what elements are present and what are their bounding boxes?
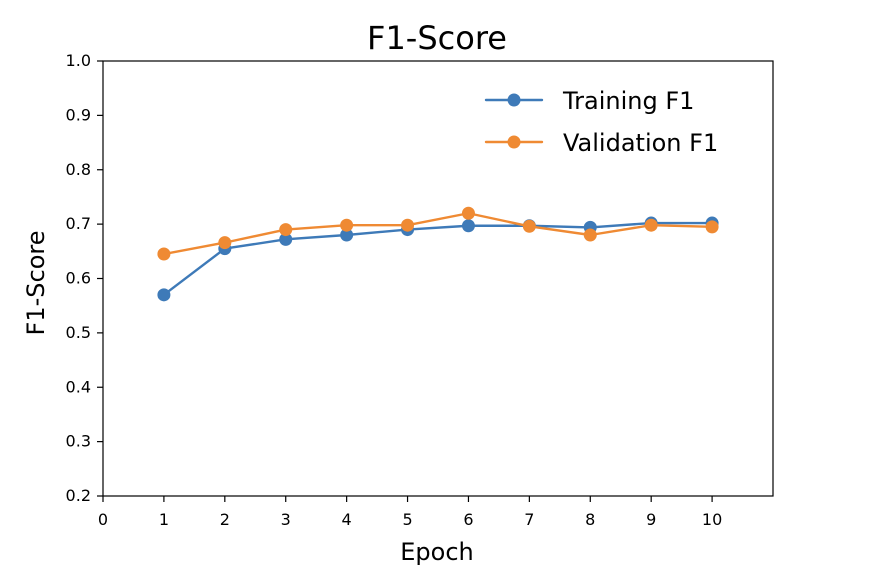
- validation-f1-point: [522, 219, 536, 233]
- x-tick-label: 10: [702, 510, 722, 529]
- x-tick-label: 2: [220, 510, 230, 529]
- validation-f1-point: [218, 236, 232, 250]
- y-tick-label: 1.0: [66, 51, 91, 70]
- training-f1-point: [461, 219, 475, 233]
- validation-f1-point: [461, 206, 475, 220]
- validation-f1-point: [279, 223, 293, 237]
- plot-area: 0 1 2 3 4 5 6 7 8 9 10 0.2 0.3 0.4 0.5 0.6 0.7 0.8 0.9 1.0: [66, 51, 774, 529]
- legend-marker: [507, 93, 521, 107]
- x-tick-label: 1: [159, 510, 169, 529]
- validation-f1-point: [705, 220, 719, 234]
- y-tick-label: 0.7: [66, 214, 91, 233]
- validation-f1-point: [340, 218, 354, 232]
- y-axis-label: F1-Score: [22, 231, 50, 336]
- x-tick-label: 7: [524, 510, 534, 529]
- validation-f1-point: [401, 218, 415, 232]
- legend: Training F1 Validation F1: [484, 87, 718, 157]
- y-tick-label: 0.6: [66, 269, 91, 288]
- x-axis-label: Epoch: [400, 538, 474, 566]
- y-tick-label: 0.2: [66, 486, 91, 505]
- training-f1-line: [162, 221, 714, 297]
- y-tick-label: 0.4: [66, 377, 91, 396]
- legend-label: Training F1: [562, 87, 694, 115]
- x-tick-label: 6: [463, 510, 473, 529]
- x-tick-label: 5: [402, 510, 412, 529]
- y-tick-label: 0.5: [66, 323, 91, 342]
- legend-label: Validation F1: [563, 129, 718, 157]
- chart-title: F1-Score: [367, 19, 507, 57]
- validation-f1-point: [157, 247, 171, 261]
- legend-item-validation-f1: Validation F1: [484, 129, 718, 157]
- y-tick-label: 0.9: [66, 105, 91, 124]
- legend-item-training-f1: Training F1: [484, 87, 694, 115]
- validation-f1-point: [644, 218, 658, 232]
- validation-f1-line: [162, 212, 714, 256]
- x-tick-label: 0: [98, 510, 108, 529]
- x-tick-label: 9: [646, 510, 656, 529]
- validation-f1-point: [583, 228, 597, 242]
- x-tick-label: 4: [342, 510, 352, 529]
- y-tick-label: 0.8: [66, 160, 91, 179]
- x-tick-label: 8: [585, 510, 595, 529]
- legend-marker: [507, 135, 521, 149]
- y-tick-label: 0.3: [66, 432, 91, 451]
- x-tick-label: 3: [281, 510, 291, 529]
- plot-frame: [102, 60, 774, 497]
- training-f1-point: [157, 288, 171, 302]
